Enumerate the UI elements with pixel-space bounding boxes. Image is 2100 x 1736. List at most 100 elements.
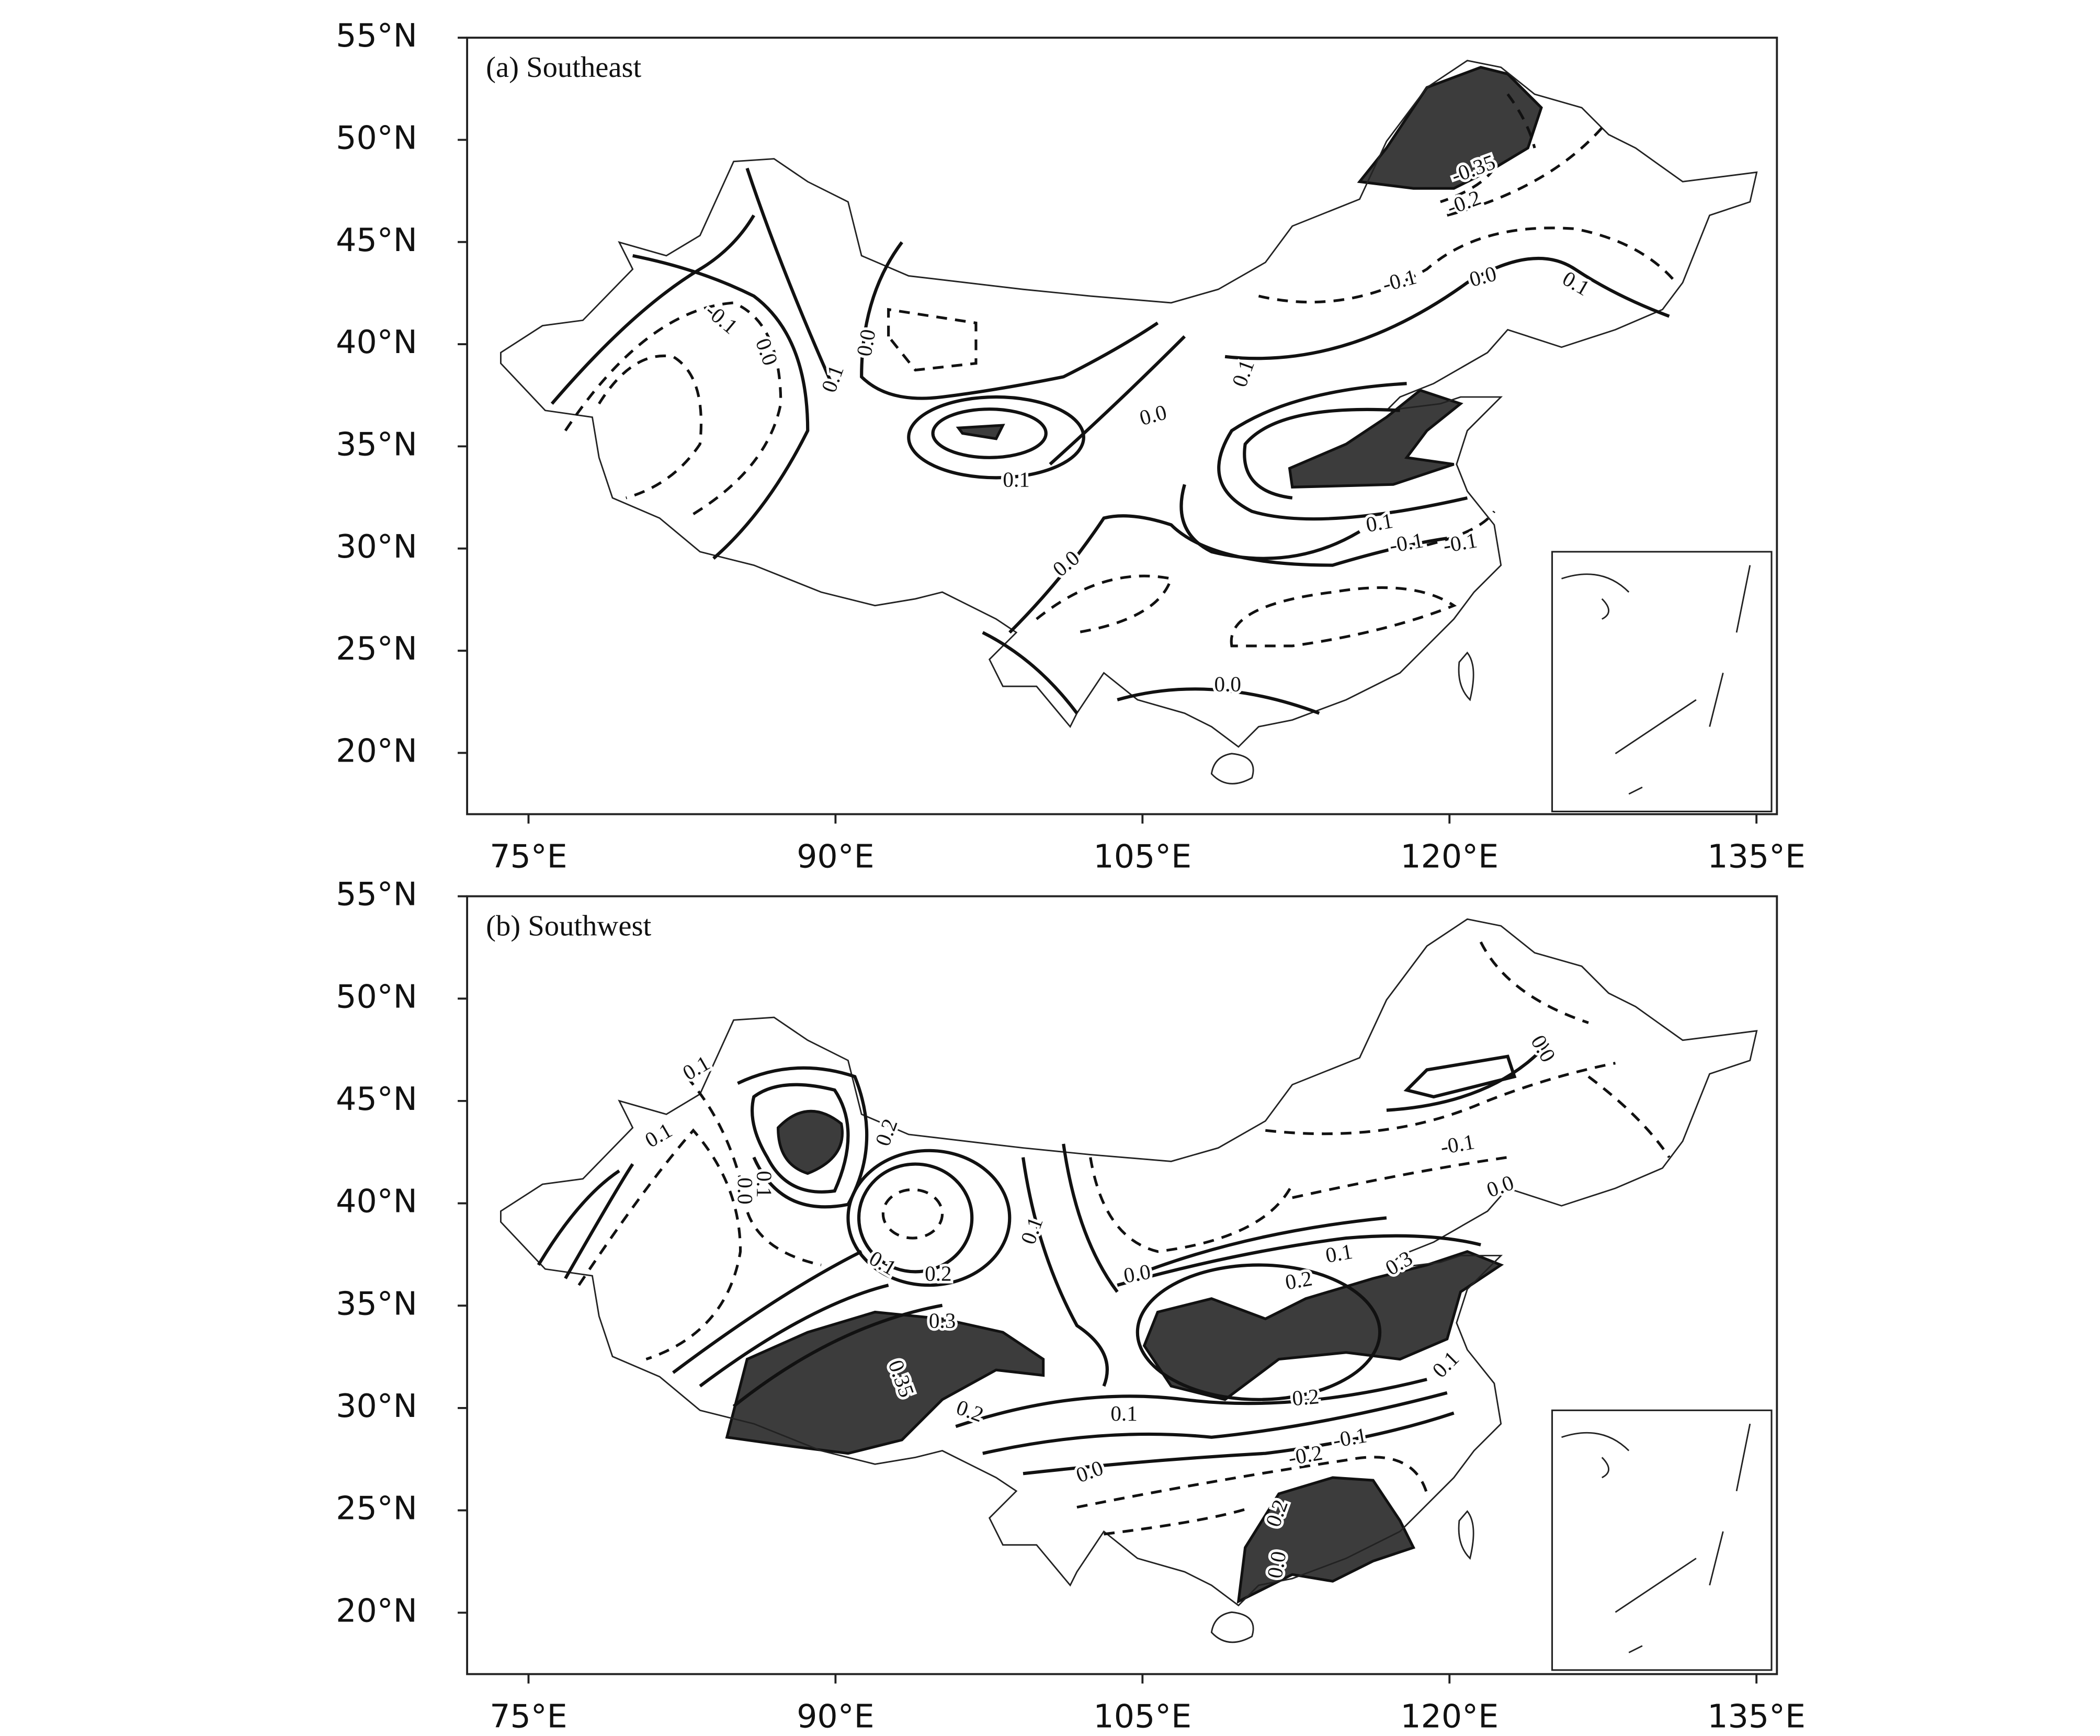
contour	[550, 214, 755, 405]
y-tick-label: 45°N	[336, 221, 417, 259]
contour	[577, 1128, 742, 1361]
plot-frame	[466, 37, 1778, 815]
inset-coast	[1561, 565, 1751, 795]
contour-label: 0.1	[1427, 1346, 1463, 1382]
x-tick-label: 135°E	[1707, 838, 1806, 876]
contour	[672, 1250, 943, 1408]
contour	[632, 254, 810, 560]
contour	[1426, 510, 1495, 547]
panel-title: (a) Southeast	[486, 51, 641, 84]
y-tick-label: 50°N	[336, 119, 417, 156]
contour-label: 0.1	[752, 1171, 776, 1197]
y-tick-label: 35°N	[336, 1285, 417, 1322]
contour-label: -0.1	[1441, 528, 1479, 558]
y-tick-label: 30°N	[336, 1387, 417, 1425]
contour	[931, 407, 1048, 459]
shaded-area	[777, 1109, 844, 1175]
contour	[1217, 382, 1468, 521]
contour-label: 0.1	[678, 1051, 714, 1085]
contour	[1243, 407, 1400, 500]
contour-label: -0.1	[701, 298, 742, 338]
contour-label: 0.0	[852, 327, 880, 358]
y-tick-label: 50°N	[336, 978, 417, 1015]
x-tick-label: 105°E	[1093, 1698, 1191, 1735]
x-tick-label: 120°E	[1400, 1698, 1499, 1735]
contour	[1076, 1456, 1428, 1536]
x-tick-label: 90°E	[797, 1698, 874, 1735]
shaded-area	[956, 424, 1005, 440]
y-tick-label: 20°N	[336, 1592, 417, 1629]
contour	[1136, 1263, 1382, 1401]
contour	[1265, 941, 1671, 1159]
contour	[860, 241, 1159, 400]
contour	[1089, 1157, 1294, 1253]
contour	[1117, 1216, 1481, 1287]
shaded-area	[725, 1310, 1045, 1455]
x-tick-label: 90°E	[797, 838, 874, 876]
contour	[1008, 514, 1448, 634]
contour-label: 0.0	[1467, 261, 1499, 291]
x-tick-label: 105°E	[1093, 838, 1191, 876]
contour	[750, 1083, 850, 1194]
contour	[685, 1075, 822, 1267]
contour	[846, 1149, 1012, 1287]
contour-label: -0.1	[1388, 528, 1425, 558]
x-tick-label: 135°E	[1707, 1698, 1806, 1735]
contour	[887, 308, 978, 372]
contour	[1021, 1143, 1119, 1387]
contour	[955, 1378, 1455, 1476]
contour-label: 0.0	[733, 1177, 757, 1204]
y-tick-label: 40°N	[336, 323, 417, 361]
contour	[1224, 256, 1670, 360]
contour-label: 0.0	[1262, 1549, 1290, 1580]
y-tick-label: 20°N	[336, 732, 417, 769]
y-tick-label: 35°N	[336, 425, 417, 463]
plot-frame	[466, 895, 1778, 1675]
shaded-area	[1142, 1250, 1504, 1401]
contour-label: 0.1	[1324, 1239, 1355, 1267]
contour-label: 0.2	[1284, 1266, 1314, 1294]
y-tick-label: 30°N	[336, 528, 417, 565]
y-tick-label: 55°N	[336, 17, 417, 54]
contour	[745, 167, 836, 391]
contour-label: 0.1	[1559, 266, 1594, 301]
contour-label: 0.1	[1227, 357, 1259, 390]
inset-box	[1551, 551, 1773, 812]
contour-label: -0.1	[1380, 264, 1419, 296]
contour-label: 0.1	[1364, 508, 1395, 537]
contour-label: 0.0	[1048, 546, 1084, 581]
contour	[1258, 226, 1677, 304]
contour-label: 0.0	[1214, 672, 1241, 696]
contour	[737, 1066, 869, 1209]
inset-box	[1551, 1409, 1773, 1671]
contour-label: 0.0	[1483, 1170, 1517, 1202]
contour	[1447, 127, 1603, 217]
x-tick-label: 75°E	[490, 838, 567, 876]
contour	[1036, 574, 1173, 634]
contour-label: -0.2	[1444, 185, 1484, 219]
contour	[1292, 1156, 1508, 1199]
panel-title: (b) Southwest	[486, 910, 651, 942]
contour-label: 0.0	[1073, 1456, 1106, 1488]
y-tick-label: 45°N	[336, 1080, 417, 1118]
contour	[907, 395, 1085, 480]
y-tick-label: 25°N	[336, 1490, 417, 1527]
contour	[881, 1188, 944, 1240]
contour-label: 0.1	[641, 1118, 676, 1152]
y-tick-label: 40°N	[336, 1183, 417, 1220]
contour	[982, 631, 1320, 715]
contour-label: 0.0	[751, 335, 783, 369]
panel-a-map	[500, 60, 1773, 812]
contour	[1049, 335, 1186, 466]
shaded-area	[1236, 1476, 1416, 1604]
contour-label: 0.1	[1110, 1401, 1137, 1425]
contour	[1386, 1041, 1550, 1112]
contour-label: 0.2	[953, 1395, 987, 1427]
contour-label: 0.3	[929, 1309, 956, 1333]
contour	[564, 301, 782, 519]
contour-label: 0.1	[816, 362, 848, 395]
y-tick-label: 55°N	[336, 876, 417, 913]
y-tick-label: 25°N	[336, 630, 417, 667]
